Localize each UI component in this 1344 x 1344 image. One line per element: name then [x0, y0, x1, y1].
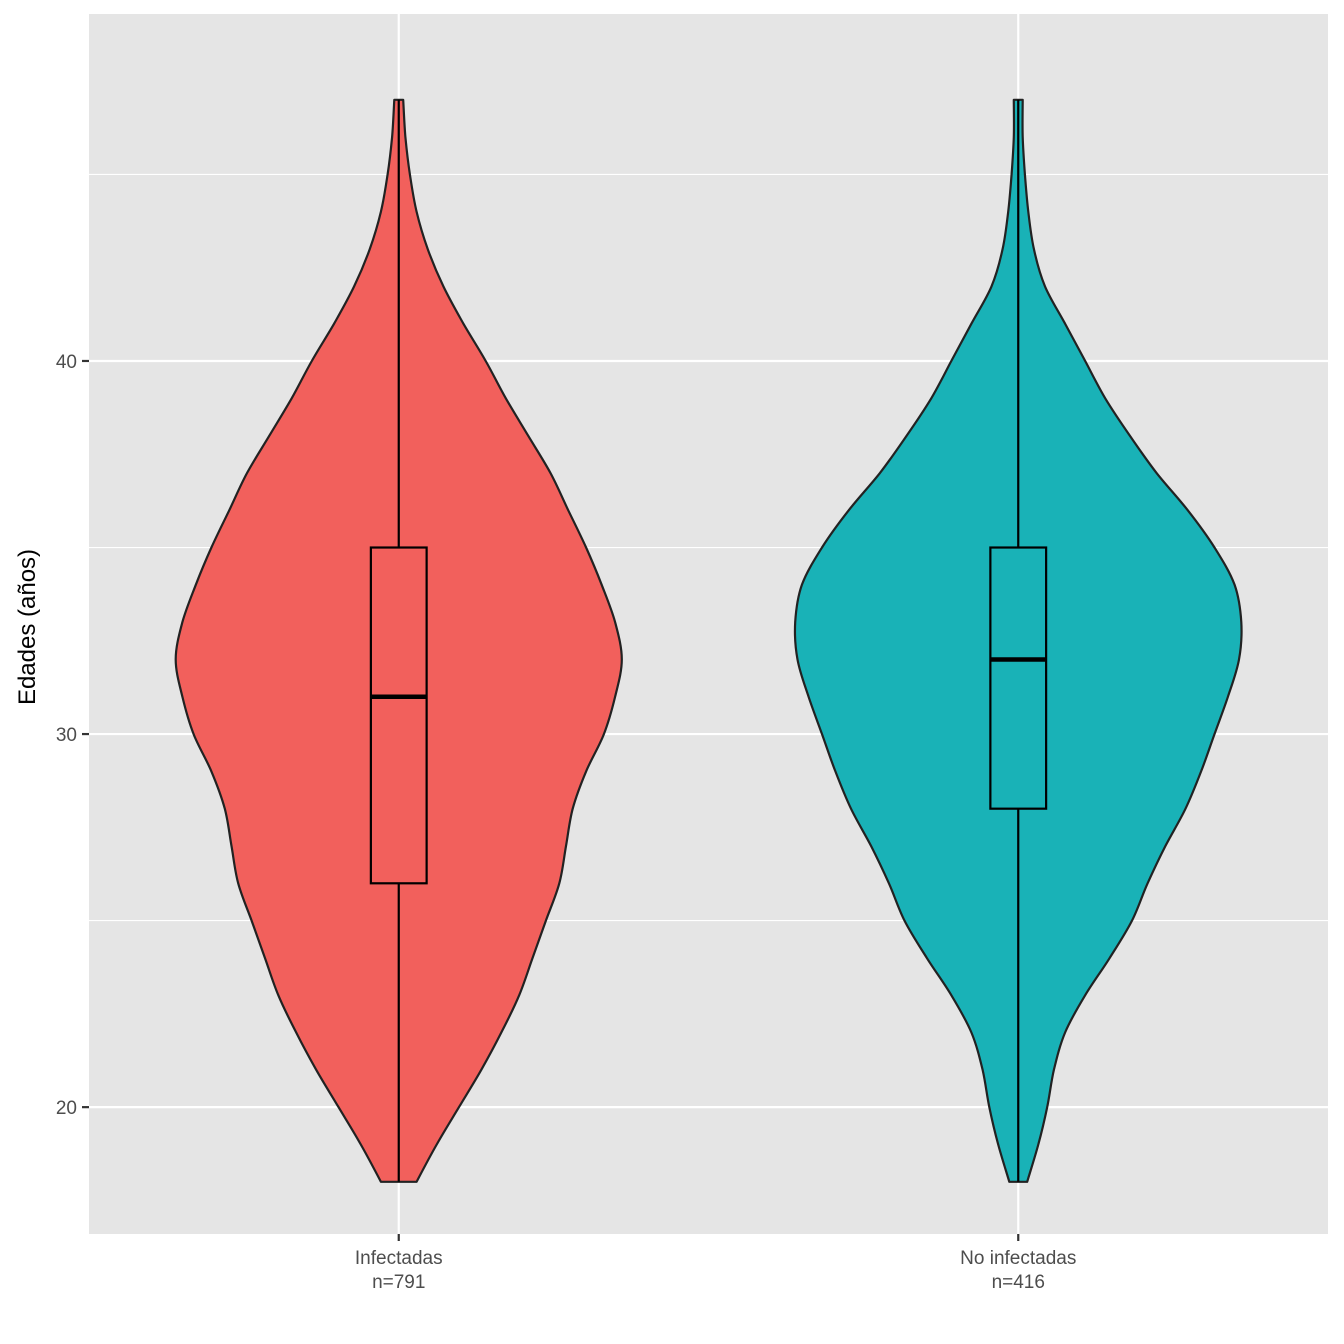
box: [989, 546, 1048, 810]
x-tick-count-label: n=416: [992, 1272, 1045, 1293]
x-tick-label: Infectadas: [355, 1248, 443, 1269]
violin-group: [174, 98, 623, 1183]
y-tick-label: 40: [56, 352, 77, 373]
violin-group: [793, 98, 1243, 1183]
y-tick-label: 20: [56, 1098, 77, 1119]
y-axis-title: Edades (años): [14, 549, 41, 705]
x-tick-count-label: n=791: [372, 1272, 425, 1293]
box: [369, 546, 428, 885]
x-tick-label: No infectadas: [960, 1248, 1076, 1269]
violins: [174, 98, 1243, 1183]
axes: 20 30 40 Infectadas n=791 No infectadas n=416: [56, 352, 1076, 1293]
y-tick-label: 30: [56, 725, 77, 746]
